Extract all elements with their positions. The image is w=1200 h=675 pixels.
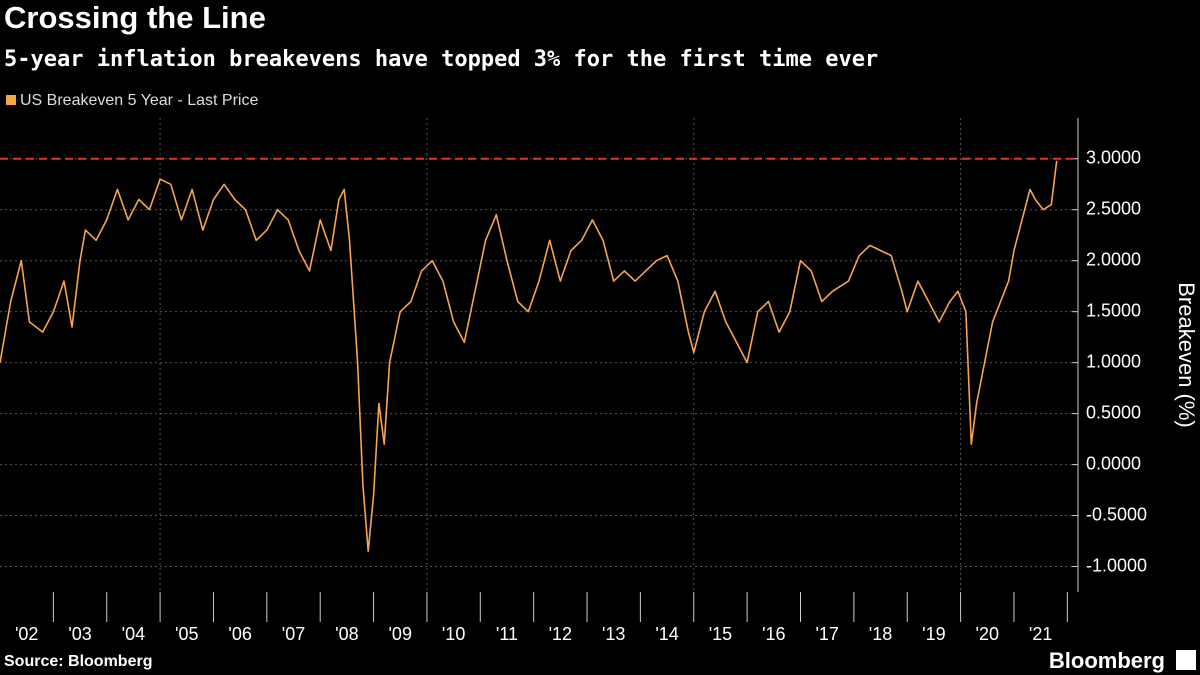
x-tick-label: '02 xyxy=(15,624,38,644)
y-tick-label: 2.0000 xyxy=(1086,249,1141,269)
brand-icon xyxy=(1176,650,1196,670)
y-tick-label: 1.5000 xyxy=(1086,300,1141,320)
legend-label: US Breakeven 5 Year - Last Price xyxy=(20,92,258,109)
x-tick-label: '12 xyxy=(549,624,572,644)
x-tick-label: '04 xyxy=(122,624,145,644)
x-tick-label: '07 xyxy=(282,624,305,644)
x-tick-label: '05 xyxy=(175,624,198,644)
x-tick-label: '16 xyxy=(762,624,785,644)
x-tick-label: '21 xyxy=(1029,624,1052,644)
chart-subtitle: 5-year inflation breakevens have topped … xyxy=(4,47,878,72)
legend-swatch xyxy=(6,95,16,105)
x-tick-label: '19 xyxy=(922,624,945,644)
x-tick-label: '18 xyxy=(869,624,892,644)
brand: Bloomberg xyxy=(1049,648,1165,673)
y-tick-label: 2.5000 xyxy=(1086,198,1141,218)
source: Source: Bloomberg xyxy=(4,653,152,670)
x-tick-label: '08 xyxy=(335,624,358,644)
y-tick-label: 0.5000 xyxy=(1086,402,1141,422)
x-tick-label: '15 xyxy=(709,624,732,644)
x-tick-label: '09 xyxy=(389,624,412,644)
y-tick-label: 1.0000 xyxy=(1086,351,1141,371)
y-tick-label: -1.0000 xyxy=(1086,555,1147,575)
line-series xyxy=(0,160,1058,552)
y-axis-label: Breakeven (%) xyxy=(1174,282,1199,428)
x-tick-label: '11 xyxy=(496,624,518,644)
x-tick-label: '03 xyxy=(68,624,91,644)
x-tick-label: '17 xyxy=(815,624,838,644)
x-tick-label: '13 xyxy=(602,624,625,644)
x-tick-label: '10 xyxy=(442,624,465,644)
y-tick-label: 3.0000 xyxy=(1086,148,1141,168)
x-tick-label: '20 xyxy=(976,624,999,644)
chart-title: Crossing the Line xyxy=(4,0,266,35)
x-tick-label: '14 xyxy=(655,624,678,644)
y-tick-label: 0.0000 xyxy=(1086,453,1141,473)
y-tick-label: -0.5000 xyxy=(1086,504,1147,524)
x-tick-label: '06 xyxy=(228,624,251,644)
